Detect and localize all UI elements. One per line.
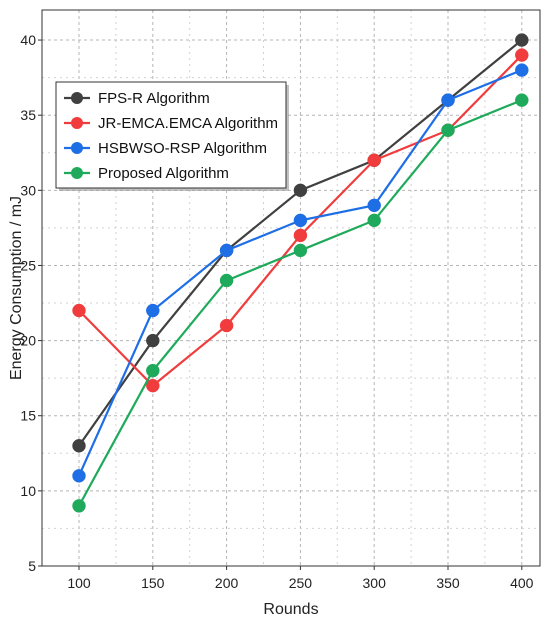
legend-box — [55, 81, 287, 189]
y-tick-label: 15 — [20, 408, 36, 424]
data-point — [293, 183, 308, 198]
legend-item: JR-EMCA.EMCA Algorithm — [64, 115, 278, 132]
y-tick-label: 10 — [20, 483, 36, 499]
data-point — [367, 213, 381, 228]
data-point — [146, 333, 160, 348]
legend-label: FPS-R Algorithm — [98, 90, 210, 107]
data-point — [72, 499, 86, 513]
legend-swatch-marker — [71, 92, 83, 104]
data-point — [293, 228, 308, 243]
x-tick-label: 300 — [363, 575, 387, 591]
data-point — [72, 439, 86, 453]
x-tick-label: 200 — [215, 575, 239, 591]
y-tick-label: 35 — [20, 107, 36, 123]
plot-frame — [41, 9, 541, 567]
legend-item: Proposed Algorithm — [64, 165, 229, 182]
data-point — [367, 153, 381, 168]
data-point — [146, 363, 160, 378]
x-tick-label: 400 — [510, 575, 534, 591]
data-point — [72, 469, 86, 483]
data-point — [515, 33, 529, 47]
y-tick-label: 30 — [20, 182, 36, 198]
y-tick-label: 40 — [20, 32, 36, 48]
data-point — [441, 93, 455, 107]
legend-swatch-marker — [71, 142, 83, 154]
y-tick-label: 5 — [28, 558, 36, 574]
legend-item: HSBWSO-RSP Algorithm — [64, 140, 267, 157]
data-point — [219, 243, 234, 258]
x-tick-label: 150 — [141, 575, 165, 591]
data-point — [293, 213, 308, 228]
x-axis-label: Rounds — [263, 601, 318, 618]
legend-swatch-marker — [71, 167, 83, 179]
legend-label: Proposed Algorithm — [98, 165, 229, 182]
x-axis-ticks: 100 150 200 250 300 350 400 — [67, 566, 534, 591]
x-tick-label: 100 — [67, 575, 91, 591]
x-tick-label: 350 — [436, 575, 460, 591]
data-point — [219, 273, 234, 288]
legend-item: FPS-R Algorithm — [64, 90, 210, 107]
series-4 — [72, 93, 529, 513]
x-tick-label: 250 — [289, 575, 313, 591]
y-tick-label: 25 — [20, 257, 36, 273]
data-point — [441, 123, 455, 137]
y-tick-label: 20 — [20, 333, 36, 349]
data-point — [367, 198, 381, 213]
data-point — [515, 63, 529, 77]
y-axis-label: Energy Consumption / mJ — [8, 196, 25, 380]
data-point — [146, 303, 160, 318]
series-layer — [72, 33, 529, 513]
y-axis-ticks: 5 10 15 20 25 30 35 40 — [20, 32, 42, 574]
series-3 — [72, 63, 529, 483]
data-point — [219, 318, 234, 333]
data-point — [515, 48, 529, 62]
legend-swatch-marker — [71, 117, 83, 129]
data-point — [72, 303, 86, 318]
legend-label: JR-EMCA.EMCA Algorithm — [98, 115, 278, 132]
legend: FPS-R Algorithm JR-EMCA.EMCA Algorithm HSB… — [55, 81, 289, 191]
data-point — [515, 93, 529, 107]
data-point — [146, 378, 160, 393]
data-point — [293, 243, 308, 258]
legend-label: HSBWSO-RSP Algorithm — [98, 140, 267, 157]
